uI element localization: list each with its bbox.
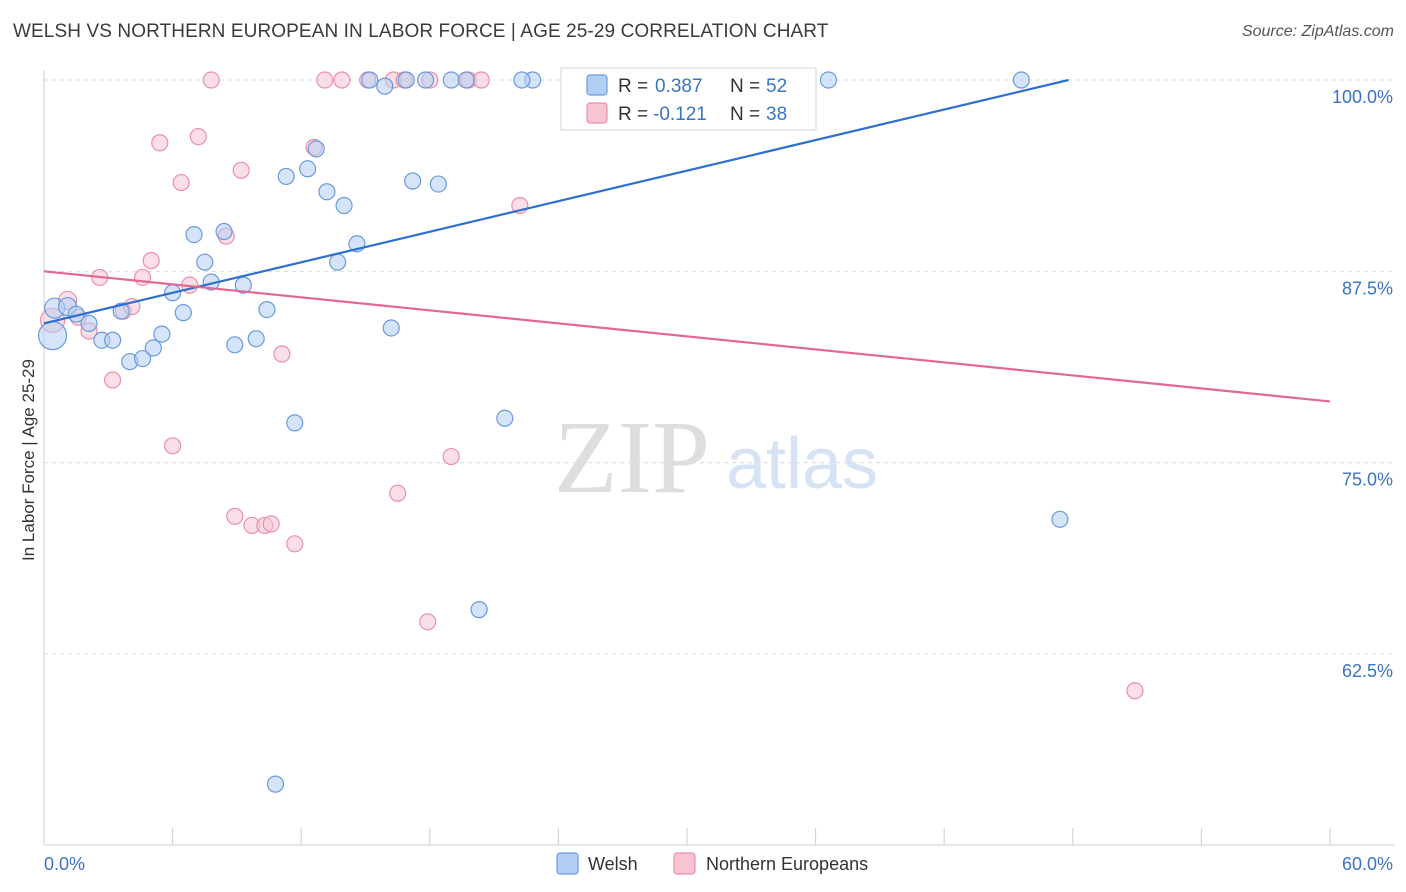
welsh-point-20: [247, 330, 265, 348]
y-tick-labels: 100.0% 87.5% 75.0% 62.5%: [1332, 87, 1393, 681]
ne-point-10: [151, 134, 169, 152]
welsh-point-38: [442, 71, 460, 89]
y-tick-label-3: 62.5%: [1342, 661, 1393, 681]
ne-point-17: [226, 507, 244, 525]
welsh-point-14: [185, 225, 203, 244]
welsh-point-13: [174, 304, 192, 322]
legend-ne-swatch: [586, 102, 608, 124]
welsh-point-34: [397, 71, 415, 89]
welsh-point-26: [307, 140, 325, 158]
series-legend: Welsh Northern Europeans: [556, 852, 868, 875]
ne-point-5: [103, 371, 122, 389]
ne-point-23: [286, 535, 304, 553]
bottom-legend-welsh-swatch: [556, 852, 579, 875]
welsh-point-7: [112, 302, 130, 320]
ne-point-26: [333, 71, 351, 89]
legend-welsh-r-label: R =: [618, 76, 648, 97]
ne-point-18: [232, 161, 250, 179]
welsh-point-17: [215, 222, 233, 241]
source-label: Source: ZipAtlas.com: [1241, 23, 1394, 40]
bottom-legend-ne-label: Northern Europeans: [706, 854, 868, 874]
welsh-trend-line: [43, 78, 1069, 325]
ne-trend-line: [43, 270, 1331, 403]
welsh-point-23: [277, 167, 295, 186]
ne-point-35: [442, 447, 460, 466]
ne-point-22: [273, 345, 291, 363]
welsh-point-6: [103, 331, 122, 349]
welsh-point-39: [470, 601, 488, 619]
ne-point-37: [1126, 682, 1144, 700]
welsh-point-51: [513, 71, 531, 89]
welsh-point-18: [226, 336, 244, 354]
welsh-point-29: [335, 196, 353, 215]
welsh-point-35: [404, 172, 422, 190]
watermark-atlas: atlas: [726, 424, 878, 504]
correlation-legend: R = 0.387 N = 52 R = -0.121 N = 38: [560, 67, 817, 131]
y-tick-label-2: 75.0%: [1342, 470, 1393, 490]
welsh-point-37: [429, 175, 447, 193]
legend-ne-r-value: -0.121: [653, 104, 707, 125]
ne-point-34: [419, 613, 437, 631]
ne-point-21: [262, 515, 280, 533]
welsh-point-36: [416, 71, 435, 89]
welsh-point-10: [144, 339, 162, 357]
axes: [43, 70, 1395, 846]
welsh-point-47: [819, 71, 838, 89]
y-tick-label-1: 87.5%: [1342, 278, 1393, 298]
legend-ne-r-label: R =: [618, 104, 648, 125]
ne-point-33: [389, 484, 407, 502]
watermark: ZIP atlas: [554, 400, 878, 515]
welsh-point-33: [382, 319, 400, 337]
x-tick-label-min: 0.0%: [44, 854, 85, 874]
welsh-point-9: [133, 349, 152, 368]
welsh-point-15: [196, 253, 214, 271]
welsh-point-31: [361, 71, 379, 89]
x-tick-label-max: 60.0%: [1342, 854, 1393, 874]
ne-point-25: [316, 71, 334, 89]
welsh-point-27: [318, 183, 336, 201]
welsh-point-48: [1012, 71, 1030, 89]
northern-europeans-points: [39, 71, 1144, 700]
legend-welsh-swatch: [586, 74, 608, 96]
welsh-point-28: [329, 253, 347, 271]
welsh-point-25: [299, 160, 317, 178]
welsh-point-50: [457, 71, 475, 89]
ne-point-15: [202, 71, 220, 89]
welsh-point-24: [286, 414, 304, 432]
watermark-zip: ZIP: [554, 400, 710, 515]
legend-welsh-n-value: 52: [766, 76, 787, 97]
welsh-point-40: [496, 409, 514, 427]
welsh-point-11: [153, 325, 171, 343]
ne-point-12: [172, 173, 190, 192]
welsh-point-21: [258, 301, 276, 319]
ne-point-9: [142, 252, 160, 270]
trend-lines: [43, 78, 1331, 403]
legend-welsh-n-label: N =: [730, 76, 760, 97]
welsh-points: [37, 71, 1069, 793]
legend-welsh-r-value: 0.387: [655, 76, 703, 97]
ne-point-14: [189, 128, 207, 146]
welsh-point-22: [266, 775, 285, 793]
bottom-legend-ne-swatch: [673, 852, 696, 875]
welsh-point-0: [37, 321, 68, 351]
welsh-point-49: [1051, 510, 1069, 528]
legend-ne-n-value: 38: [766, 104, 787, 125]
chart-title: WELSH VS NORTHERN EUROPEAN IN LABOR FORC…: [13, 21, 829, 42]
y-tick-label-0: 100.0%: [1332, 87, 1393, 107]
welsh-point-32: [376, 77, 394, 95]
bottom-legend-welsh-label: Welsh: [588, 854, 638, 874]
welsh-point-4: [80, 314, 98, 332]
legend-ne-n-label: N =: [730, 104, 760, 125]
ne-point-8: [133, 268, 152, 287]
ne-point-32: [472, 71, 490, 89]
ne-point-11: [164, 437, 182, 455]
